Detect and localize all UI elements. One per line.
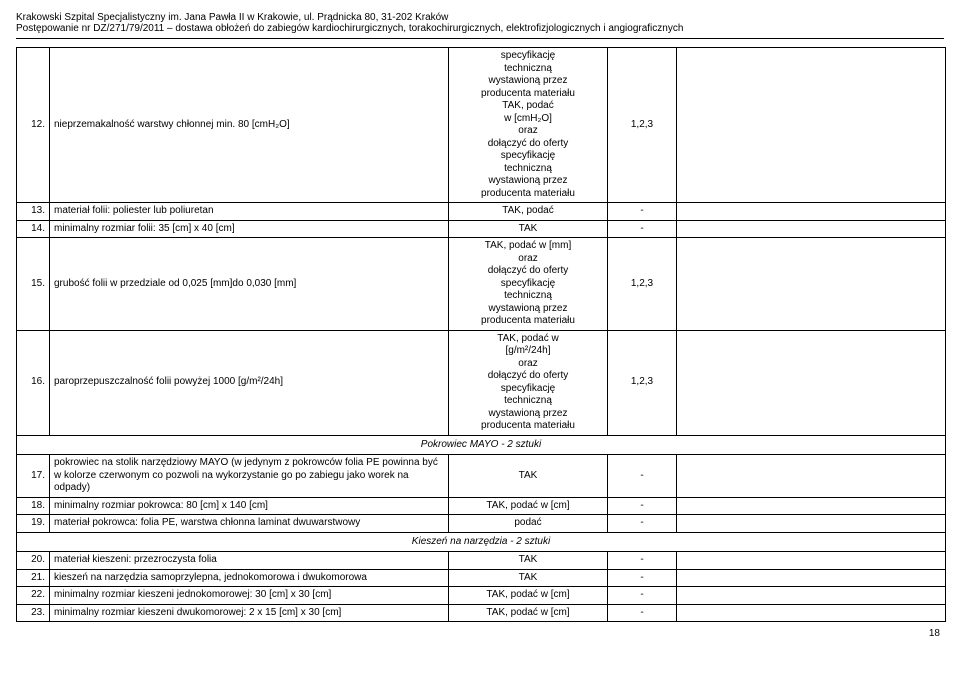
table-row: Pokrowiec MAYO - 2 sztuki — [17, 435, 946, 455]
row-specification: TAK, podać w [g/m²/24h] oraz dołączyć do… — [449, 330, 608, 435]
table-row: 19.materiał pokrowca: folia PE, warstwa … — [17, 515, 946, 533]
row-score: - — [608, 515, 677, 533]
table-row: Kieszeń na narzędzia - 2 sztuki — [17, 532, 946, 552]
row-number: 22. — [17, 587, 50, 605]
row-number: 14. — [17, 220, 50, 238]
table-row: 12.nieprzemakalność warstwy chłonnej min… — [17, 48, 946, 203]
row-blank — [677, 569, 946, 587]
row-score: - — [608, 497, 677, 515]
row-number: 23. — [17, 604, 50, 622]
row-blank — [677, 552, 946, 570]
row-description: minimalny rozmiar folii: 35 [cm] x 40 [c… — [50, 220, 449, 238]
row-description: grubość folii w przedziale od 0,025 [mm]… — [50, 238, 449, 331]
row-blank — [677, 238, 946, 331]
row-specification: TAK — [449, 455, 608, 498]
row-blank — [677, 587, 946, 605]
row-score: - — [608, 569, 677, 587]
table-row: 22.minimalny rozmiar kieszeni jednokomor… — [17, 587, 946, 605]
row-score: - — [608, 552, 677, 570]
row-blank — [677, 455, 946, 498]
table-row: 23.minimalny rozmiar kieszeni dwukomorow… — [17, 604, 946, 622]
table-row: 15.grubość folii w przedziale od 0,025 [… — [17, 238, 946, 331]
row-description: paroprzepuszczalność folii powyżej 1000 … — [50, 330, 449, 435]
row-specification: TAK — [449, 569, 608, 587]
row-number: 20. — [17, 552, 50, 570]
table-row: 18.minimalny rozmiar pokrowca: 80 [cm] x… — [17, 497, 946, 515]
row-description: minimalny rozmiar kieszeni jednokomorowe… — [50, 587, 449, 605]
header-line1: Krakowski Szpital Specjalistyczny im. Ja… — [16, 12, 944, 23]
table-row: 20.materiał kieszeni: przezroczysta foli… — [17, 552, 946, 570]
row-number: 17. — [17, 455, 50, 498]
specification-table: 12.nieprzemakalność warstwy chłonnej min… — [16, 47, 946, 622]
row-score: 1,2,3 — [608, 330, 677, 435]
table-row: 21.kieszeń na narzędzia samoprzylepna, j… — [17, 569, 946, 587]
row-score: - — [608, 203, 677, 221]
row-description: kieszeń na narzędzia samoprzylepna, jedn… — [50, 569, 449, 587]
row-description: pokrowiec na stolik narzędziowy MAYO (w … — [50, 455, 449, 498]
table-row: 14.minimalny rozmiar folii: 35 [cm] x 40… — [17, 220, 946, 238]
row-number: 21. — [17, 569, 50, 587]
row-specification: TAK, podać — [449, 203, 608, 221]
row-specification: TAK — [449, 552, 608, 570]
row-number: 12. — [17, 48, 50, 203]
row-score: - — [608, 604, 677, 622]
row-score: - — [608, 587, 677, 605]
row-specification: TAK, podać w [cm] — [449, 587, 608, 605]
row-score: - — [608, 455, 677, 498]
row-specification: TAK — [449, 220, 608, 238]
row-number: 13. — [17, 203, 50, 221]
table-row: 16.paroprzepuszczalność folii powyżej 10… — [17, 330, 946, 435]
row-number: 15. — [17, 238, 50, 331]
header-separator — [16, 38, 944, 39]
row-description: nieprzemakalność warstwy chłonnej min. 8… — [50, 48, 449, 203]
row-blank — [677, 48, 946, 203]
row-blank — [677, 203, 946, 221]
section-header: Kieszeń na narzędzia - 2 sztuki — [17, 532, 946, 552]
row-blank — [677, 220, 946, 238]
row-number: 19. — [17, 515, 50, 533]
row-score: 1,2,3 — [608, 48, 677, 203]
header-line2: Postępowanie nr DZ/271/79/2011 – dostawa… — [16, 23, 944, 34]
table-row: 17.pokrowiec na stolik narzędziowy MAYO … — [17, 455, 946, 498]
row-specification: specyfikację techniczną wystawioną przez… — [449, 48, 608, 203]
row-description: minimalny rozmiar kieszeni dwukomorowej:… — [50, 604, 449, 622]
table-row: 13.materiał folii: poliester lub poliure… — [17, 203, 946, 221]
section-header: Pokrowiec MAYO - 2 sztuki — [17, 435, 946, 455]
page-number: 18 — [16, 628, 944, 639]
row-score: - — [608, 220, 677, 238]
row-specification: TAK, podać w [cm] — [449, 604, 608, 622]
row-description: materiał pokrowca: folia PE, warstwa chł… — [50, 515, 449, 533]
row-score: 1,2,3 — [608, 238, 677, 331]
row-blank — [677, 515, 946, 533]
row-blank — [677, 497, 946, 515]
row-description: minimalny rozmiar pokrowca: 80 [cm] x 14… — [50, 497, 449, 515]
row-blank — [677, 604, 946, 622]
row-specification: TAK, podać w [cm] — [449, 497, 608, 515]
row-blank — [677, 330, 946, 435]
row-specification: TAK, podać w [mm] oraz dołączyć do ofert… — [449, 238, 608, 331]
row-specification: podać — [449, 515, 608, 533]
row-number: 16. — [17, 330, 50, 435]
row-description: materiał folii: poliester lub poliuretan — [50, 203, 449, 221]
row-description: materiał kieszeni: przezroczysta folia — [50, 552, 449, 570]
row-number: 18. — [17, 497, 50, 515]
